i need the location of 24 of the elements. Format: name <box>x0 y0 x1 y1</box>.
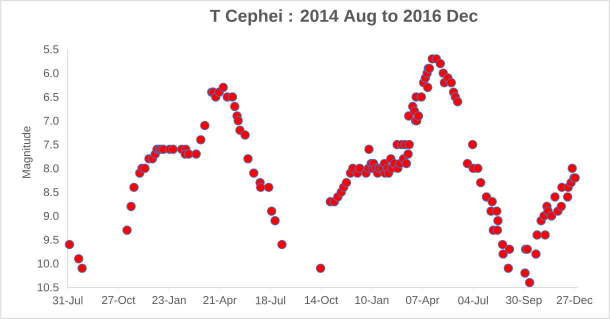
y-axis-title: Magnitude <box>22 126 33 178</box>
x-tick-label: 21-Apr <box>203 296 237 306</box>
chart-title: T Cephei : 2014 Aug to 2016 Dec <box>210 9 478 26</box>
x-tick-label: 18-Jul <box>256 296 286 304</box>
x-tick-label: 07-Apr <box>406 296 440 306</box>
y-tick-label: 8.0 <box>44 164 59 172</box>
y-tick-label: 7.0 <box>44 116 59 125</box>
y-tick-label: 7.5 <box>44 140 59 148</box>
y-tick-label: 6.0 <box>44 69 59 78</box>
x-tick-label: 30-Sep <box>506 296 542 306</box>
x-tick-label: 10-Jan <box>355 296 388 304</box>
y-tick-label: 5.5 <box>44 45 59 54</box>
y-tick-label: 10.5 <box>38 283 59 292</box>
x-tick-label: 31-Jul <box>52 296 82 304</box>
y-tick-label: 10.0 <box>38 260 59 268</box>
y-tick-label: 9.0 <box>44 212 59 220</box>
x-tick-label: 14-Oct <box>305 296 338 304</box>
x-tick-label: 23-Jan <box>152 296 186 304</box>
x-tick-label: 27-Oct <box>102 296 136 304</box>
x-tick-label: 04-Jul <box>458 296 488 304</box>
y-tick-label: 9.5 <box>44 236 59 244</box>
y-tick-label: 8.5 <box>44 188 59 196</box>
y-tick-label: 6.5 <box>44 92 59 101</box>
x-tick-label: 27-Dec <box>556 296 593 304</box>
